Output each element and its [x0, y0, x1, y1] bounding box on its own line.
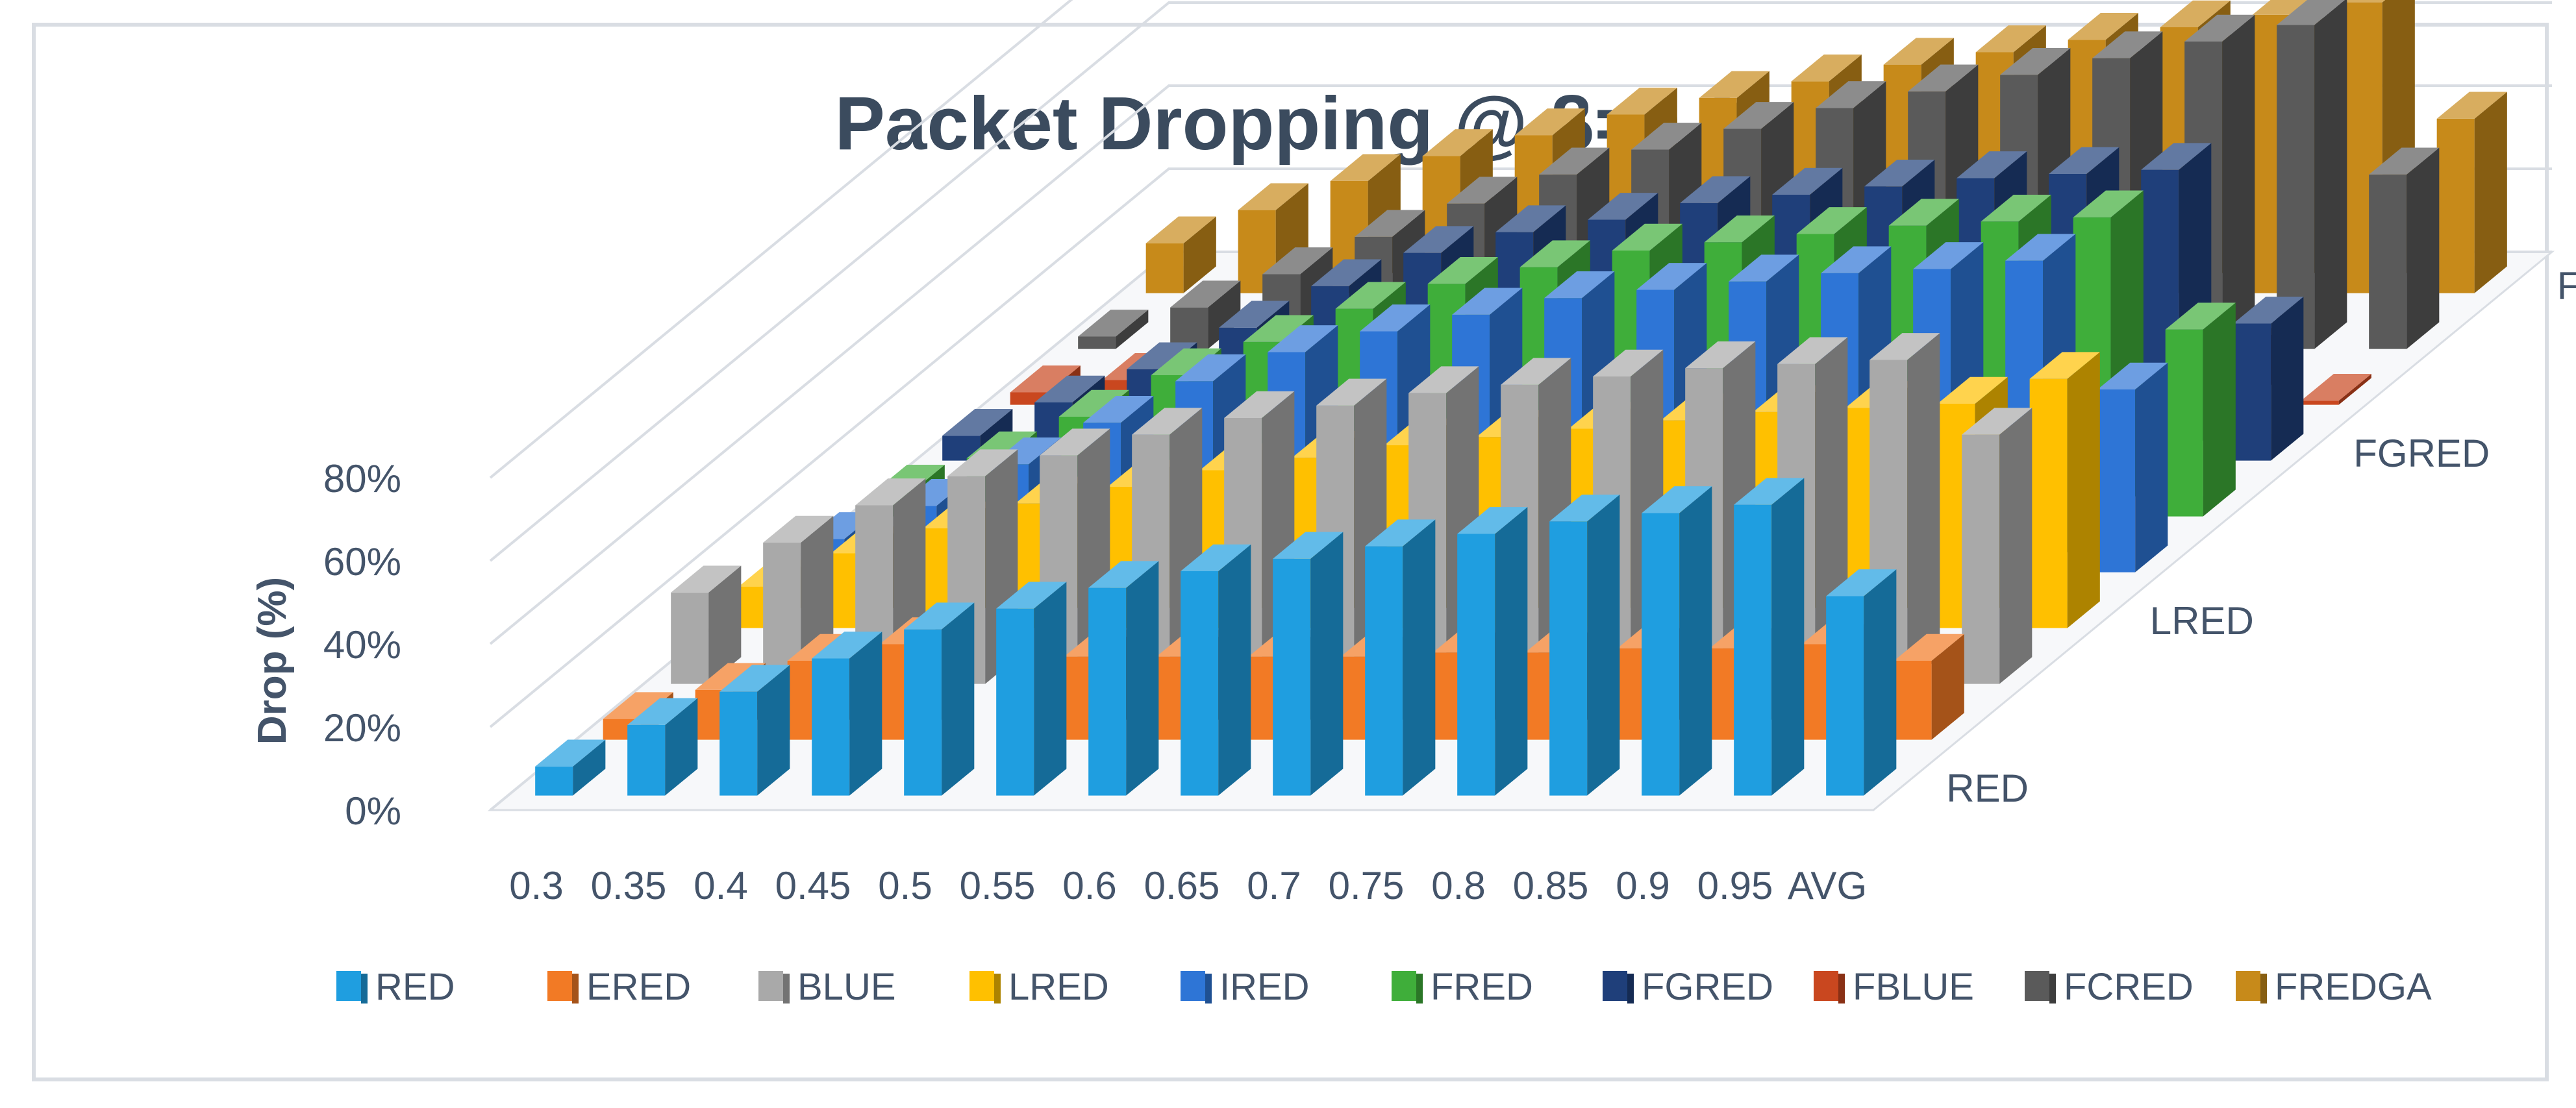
bar: [904, 602, 975, 796]
legend-item: BLUE: [758, 966, 896, 1008]
legend-swatch: [1392, 971, 1416, 1001]
bar: [1457, 507, 1528, 796]
legend-label: RED: [375, 966, 455, 1008]
depth-axis-label: RED: [1946, 767, 2029, 810]
x-tick-label: 0.75: [1329, 864, 1405, 907]
gridline: [489, 1, 2552, 562]
legend-swatch: [547, 971, 572, 1001]
depth-axis-label: FGRED: [2353, 432, 2490, 475]
depth-axis-label: LRED: [2150, 599, 2254, 643]
bar: [2301, 373, 2371, 405]
legend-swatch: [2025, 971, 2049, 1001]
bar: [812, 632, 882, 796]
y-tick-label: 0%: [345, 789, 401, 833]
bar: [1642, 486, 1712, 796]
bar: [2029, 352, 2100, 628]
bar: [1145, 216, 1216, 293]
bar: [2369, 147, 2440, 349]
legend-item: ERED: [547, 966, 691, 1008]
legend-item: FCRED: [2025, 966, 2194, 1008]
legend-item: FBLUE: [1814, 966, 1974, 1008]
legend-label: FCRED: [2064, 966, 2194, 1008]
bar: [2097, 362, 2168, 572]
x-tick-label: 0.95: [1697, 864, 1773, 907]
x-tick-label: 0.9: [1616, 864, 1669, 907]
legend-item: RED: [336, 966, 455, 1008]
bar: [2436, 92, 2507, 293]
bar: [1088, 561, 1159, 796]
bar: [1894, 634, 1964, 740]
legend-item: FGRED: [1603, 966, 1773, 1008]
legend-swatch: [2236, 971, 2260, 1001]
x-tick-label: 0.85: [1513, 864, 1589, 907]
bar: [1826, 569, 1897, 796]
legend-item: IRED: [1181, 966, 1310, 1008]
legend-swatch: [1814, 971, 1838, 1001]
x-tick-label: 0.5: [878, 864, 932, 907]
legend-swatch: [969, 971, 994, 1001]
bar: [671, 565, 742, 684]
y-tick-label: 80%: [323, 457, 401, 500]
gridline: [489, 0, 1073, 479]
bar: [763, 515, 834, 684]
x-tick-label: 0.3: [509, 864, 563, 907]
legend-swatch: [1603, 971, 1627, 1001]
bar: [2277, 0, 2347, 349]
legend-label: BLUE: [797, 966, 896, 1008]
bar: [1962, 408, 2032, 684]
legend-item: FRED: [1392, 966, 1533, 1008]
legend-label: FRED: [1431, 966, 1533, 1008]
legend-label: LRED: [1008, 966, 1109, 1008]
bar: [996, 582, 1067, 796]
x-tick-label: 0.65: [1144, 864, 1220, 907]
bar: [1078, 310, 1149, 349]
legend-item: FREDGA: [2236, 966, 2432, 1008]
x-tick-label: 0.6: [1062, 864, 1116, 907]
legend-swatch: [336, 971, 361, 1001]
x-tick-label: 0.45: [775, 864, 851, 907]
bar: [535, 739, 606, 796]
legend-label: ERED: [586, 966, 691, 1008]
legend-swatch: [1181, 971, 1205, 1001]
y-axis-title: Drop (%): [250, 577, 295, 745]
legend-label: FGRED: [1642, 966, 1773, 1008]
depth-axis-label: FREDGA: [2557, 264, 2576, 308]
y-tick-label: 20%: [323, 706, 401, 750]
x-tick-label: 0.8: [1431, 864, 1485, 907]
legend-label: FREDGA: [2275, 966, 2432, 1008]
y-tick-label: 60%: [323, 540, 401, 584]
bar: [1181, 544, 1251, 796]
x-tick-label: 0.7: [1247, 864, 1301, 907]
bar: [2165, 302, 2236, 517]
bar: [1273, 532, 1344, 796]
bar: [1170, 280, 1241, 349]
x-tick-label: 0.55: [960, 864, 1036, 907]
legend-label: FBLUE: [1853, 966, 1974, 1008]
bar: [719, 665, 790, 796]
legend-item: LRED: [969, 966, 1109, 1008]
bar: [1365, 519, 1436, 796]
y-tick-label: 40%: [323, 623, 401, 667]
bar: [627, 698, 698, 796]
bar: [2233, 297, 2304, 461]
x-tick-label: 0.35: [591, 864, 667, 907]
legend-swatch: [758, 971, 783, 1001]
bar: [1734, 478, 1805, 796]
legend-label: IRED: [1219, 966, 1310, 1008]
bar: [1549, 494, 1620, 796]
x-tick-label: AVG: [1788, 864, 1867, 907]
x-tick-label: 0.4: [694, 864, 747, 907]
